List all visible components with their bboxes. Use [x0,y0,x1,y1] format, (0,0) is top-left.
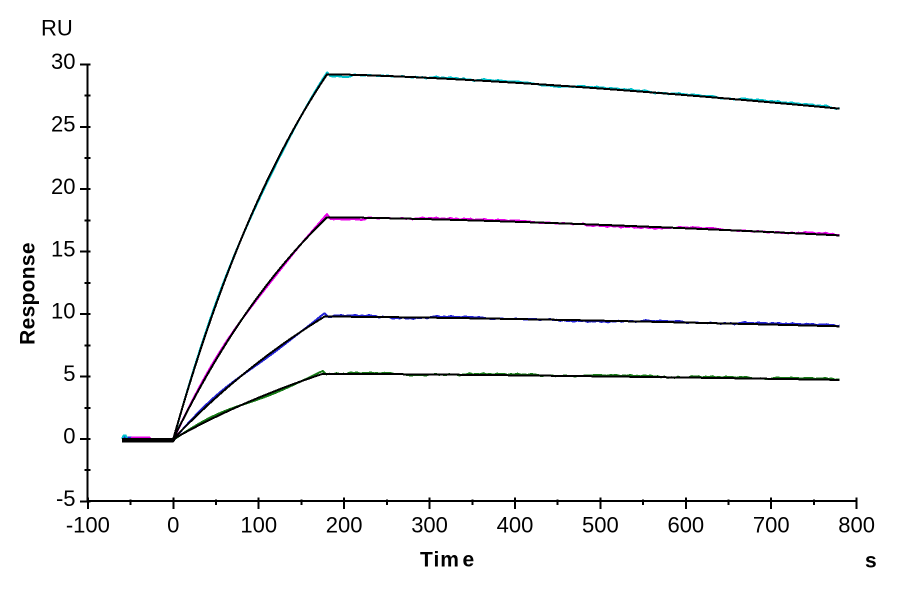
svg-text:10: 10 [51,299,75,324]
svg-text:100: 100 [240,513,277,538]
svg-text:5: 5 [63,361,75,386]
svg-text:500: 500 [582,513,619,538]
svg-text:600: 600 [667,513,704,538]
svg-text:30: 30 [51,49,75,74]
svg-text:700: 700 [753,513,790,538]
svg-text:800: 800 [838,513,875,538]
svg-text:400: 400 [497,513,534,538]
svg-text:0: 0 [63,424,75,449]
svg-text:200: 200 [326,513,363,538]
svg-text:25: 25 [51,111,75,136]
svg-text:-5: -5 [56,486,76,511]
svg-text:15: 15 [51,236,75,261]
svg-text:s: s [865,550,877,573]
svg-text:300: 300 [411,513,448,538]
svg-text:0: 0 [167,513,179,538]
svg-text:20: 20 [51,174,75,199]
svg-text:RU: RU [41,16,73,41]
svg-text:Response: Response [17,242,40,345]
svg-text:-100: -100 [66,513,110,538]
